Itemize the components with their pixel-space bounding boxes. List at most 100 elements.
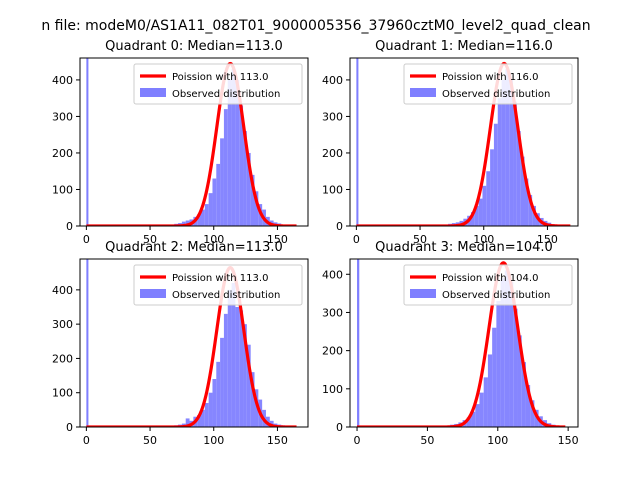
legend-label-fit: Poission with 116.0 — [442, 72, 538, 83]
x-tick-label: 100 — [473, 233, 494, 246]
histogram-bar — [212, 178, 217, 226]
histogram-bar — [517, 335, 522, 427]
legend-label-fit: Poission with 104.0 — [442, 273, 538, 284]
legend-swatch-hist — [140, 289, 166, 298]
histogram-bar — [509, 281, 514, 427]
histogram-bar — [483, 377, 488, 427]
x-tick-label: 0 — [353, 233, 360, 246]
y-tick-label: 100 — [322, 383, 343, 396]
histogram-bar — [201, 409, 205, 427]
y-tick-label: 400 — [52, 284, 73, 297]
histogram-bar — [181, 221, 186, 226]
poisson-fit-line — [85, 265, 298, 427]
histogram-bar — [513, 308, 518, 427]
y-tick-label: 100 — [52, 183, 73, 196]
histogram-bar — [246, 152, 251, 226]
histogram-bar — [478, 198, 483, 226]
subplot-grid: 0 50 100 150 0 100 200 300 400 Quadrant 0: Median… — [52, 39, 579, 447]
histogram-bar — [474, 205, 479, 226]
histogram-bar — [509, 79, 514, 226]
histogram-bar — [204, 204, 209, 226]
histogram-bar — [486, 171, 491, 226]
legend-swatch-hist — [140, 88, 166, 97]
histogram-bar — [520, 156, 525, 226]
y-tick-label: 300 — [322, 306, 343, 319]
legend-swatch-hist — [410, 289, 436, 298]
x-tick-label: 50 — [420, 434, 434, 447]
axes-frame — [79, 57, 309, 227]
y-tick-label: 400 — [52, 74, 73, 87]
legend-label-fit: Poission with 113.0 — [172, 72, 268, 83]
histogram-bar — [208, 193, 213, 226]
x-tick-label: 50 — [143, 434, 157, 447]
histogram-bar — [524, 178, 529, 226]
y-tick-label: 200 — [322, 147, 343, 160]
histogram-bar — [231, 68, 236, 226]
subplot-title: Quadrant 2: Median=113.0 — [105, 240, 283, 255]
x-tick-label: 150 — [558, 434, 579, 447]
legend-label-fit: Poission with 113.0 — [172, 273, 268, 284]
histogram-bar — [504, 270, 510, 427]
quadrant-panel-0: 0 50 100 150 0 100 200 300 400 Quadrant 0: Median… — [52, 39, 309, 246]
histogram-bar — [243, 324, 247, 427]
histogram-bar — [208, 392, 213, 427]
x-tick-label: 0 — [83, 233, 90, 246]
axes-frame — [79, 258, 309, 428]
y-tick-label: 0 — [336, 220, 343, 233]
y-tick-label: 300 — [52, 318, 73, 331]
histogram-bar — [513, 101, 517, 226]
histogram-bar — [227, 289, 232, 427]
histogram-bar — [201, 209, 205, 226]
histogram-bar — [231, 283, 236, 427]
poisson-fit-line — [355, 61, 572, 226]
histogram-bar — [471, 212, 475, 226]
histogram-bar — [216, 361, 221, 427]
legend-label-hist: Observed distribution — [172, 290, 280, 301]
histogram-bar — [220, 337, 224, 427]
histogram-bar — [505, 68, 510, 226]
histogram-bar — [493, 123, 498, 226]
y-tick-label: 300 — [322, 110, 343, 123]
histogram-bar — [530, 400, 535, 427]
plot-area — [355, 58, 572, 226]
histogram-bar — [223, 109, 228, 226]
y-tick-label: 200 — [52, 352, 73, 365]
histogram-bar — [492, 327, 497, 427]
axes-frame — [349, 258, 579, 428]
poisson-fit-line — [85, 61, 298, 226]
x-tick-label: 150 — [267, 233, 288, 246]
histogram-bar — [216, 163, 221, 226]
y-tick-label: 0 — [66, 220, 73, 233]
histogram-bar — [528, 194, 533, 226]
quadrant-panel-1: 0 50 100 150 0 100 200 300 400 Quadrant 1: Median… — [322, 39, 579, 246]
histogram-bar — [475, 404, 480, 427]
subplot-title: Quadrant 1: Median=116.0 — [375, 39, 553, 54]
legend-box — [403, 63, 573, 105]
histogram-bar — [496, 301, 501, 427]
y-tick-label: 400 — [322, 268, 343, 281]
histogram-bar — [525, 385, 531, 427]
histogram-bar — [521, 362, 526, 427]
histogram-bar — [254, 191, 259, 226]
histogram-bar — [197, 415, 202, 427]
x-tick-label: 150 — [267, 434, 288, 447]
figure-suptitle: n file: modeM0/AS1A11_082T01_9000005356_… — [41, 18, 590, 34]
histogram-bar — [501, 79, 506, 226]
histogram-bar — [532, 205, 536, 226]
histogram-bar — [185, 418, 190, 427]
legend-label-hist: Observed distribution — [442, 89, 550, 100]
plot-area — [85, 259, 298, 427]
legend-box — [133, 63, 303, 105]
histogram-bar — [466, 417, 472, 427]
histogram-bar — [235, 307, 240, 427]
histogram-bar — [227, 79, 232, 226]
histogram-bar — [482, 185, 487, 226]
subplot-title: Quadrant 3: Median=104.0 — [375, 240, 553, 255]
histogram-bar — [250, 174, 255, 226]
plot-area — [85, 58, 298, 226]
histogram-bar — [204, 403, 209, 427]
x-tick-label: 0 — [83, 434, 90, 447]
histogram-bar — [490, 149, 494, 226]
legend-box — [403, 264, 573, 306]
